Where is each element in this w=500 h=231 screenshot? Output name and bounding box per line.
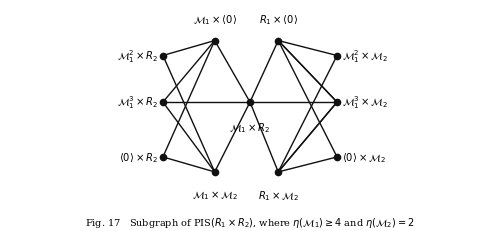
- Text: $\mathcal{M}_1 \times R_2$: $\mathcal{M}_1 \times R_2$: [230, 121, 270, 135]
- Text: Fig. 17   Subgraph of PIS$(R_1\times R_2)$, where $\eta(\mathcal{M}_1)\geq 4$ an: Fig. 17 Subgraph of PIS$(R_1\times R_2)$…: [86, 215, 414, 229]
- Text: $\langle 0\rangle \times R_2$: $\langle 0\rangle \times R_2$: [119, 150, 158, 164]
- Text: $\mathcal{M}_1 \times \mathcal{M}_2$: $\mathcal{M}_1 \times \mathcal{M}_2$: [192, 189, 238, 201]
- Text: $\langle 0\rangle \times \mathcal{M}_2$: $\langle 0\rangle \times \mathcal{M}_2$: [342, 150, 386, 164]
- Text: $\mathcal{M}_1 \times \langle 0\rangle$: $\mathcal{M}_1 \times \langle 0\rangle$: [192, 13, 236, 27]
- Text: $R_1 \times \langle 0\rangle$: $R_1 \times \langle 0\rangle$: [258, 13, 298, 27]
- Text: $\mathcal{M}_1^3 \times R_2$: $\mathcal{M}_1^3 \times R_2$: [117, 94, 158, 111]
- Text: $\mathcal{M}_1^3 \times \mathcal{M}_2$: $\mathcal{M}_1^3 \times \mathcal{M}_2$: [342, 94, 388, 111]
- Text: $\mathcal{M}_1^2 \times \mathcal{M}_2$: $\mathcal{M}_1^2 \times \mathcal{M}_2$: [342, 48, 388, 65]
- Text: $\mathcal{M}_1^2 \times R_2$: $\mathcal{M}_1^2 \times R_2$: [117, 48, 158, 65]
- Text: $R_1 \times \mathcal{M}_2$: $R_1 \times \mathcal{M}_2$: [258, 189, 299, 202]
